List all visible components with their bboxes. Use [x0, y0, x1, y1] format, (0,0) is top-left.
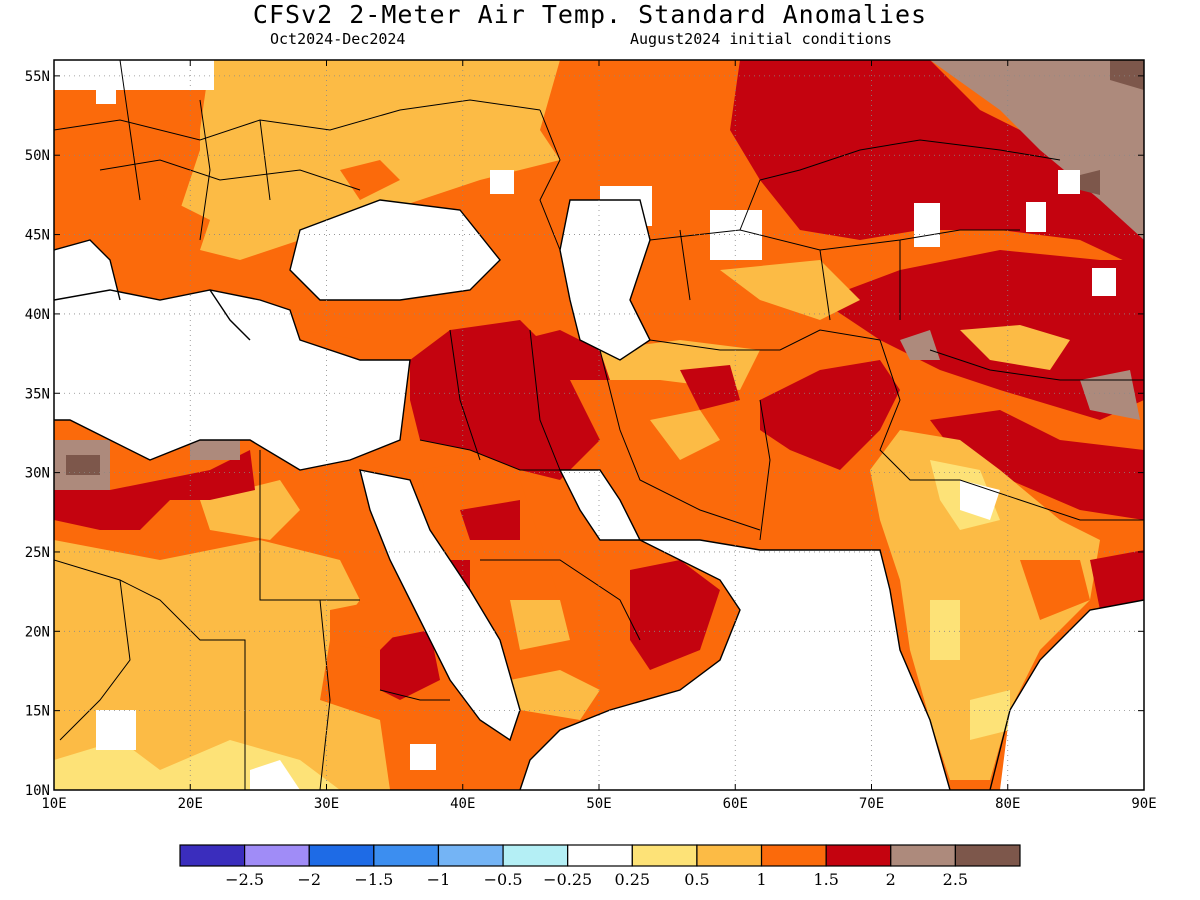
- lat-tick-label: 55N: [25, 69, 50, 85]
- colorbar-swatch: [179, 844, 246, 867]
- colorbar-label: 0.5: [684, 870, 709, 889]
- axis-ticks: 10E 20E 30E 40E 50E 60E 70E 80E 90E 10N 15N 20N 25N 3…: [25, 60, 1157, 812]
- colorbar-label: −1.5: [354, 870, 393, 889]
- lon-tick-label: 20E: [178, 796, 203, 812]
- chart-title: CFSv2 2-Meter Air Temp. Standard Anomali…: [252, 0, 928, 29]
- anomaly-fill: [54, 60, 1144, 790]
- lat-tick-label: 35N: [25, 386, 50, 402]
- lat-tick-label: 15N: [25, 704, 50, 720]
- lon-tick-label: 70E: [859, 796, 884, 812]
- colorbar-label: −0.25: [543, 870, 592, 889]
- colorbar-swatch: [308, 844, 375, 867]
- forecast-period: Oct2024-Dec2024: [270, 30, 406, 48]
- colorbar-swatch: [760, 844, 827, 867]
- colorbar: −2.5 −2 −1.5 −1 −0.5 −0.25 0.25 0.5 1 1.5 2 2.5: [179, 844, 1021, 889]
- lon-tick-label: 50E: [586, 796, 611, 812]
- lon-tick-label: 60E: [723, 796, 748, 812]
- lon-tick-label: 10E: [41, 796, 66, 812]
- country-borders: [54, 60, 1144, 790]
- colorbar-swatch: [825, 844, 892, 867]
- colorbar-label: −1: [427, 870, 451, 889]
- lat-tick-label: 40N: [25, 307, 50, 323]
- colorbar-label: 0.25: [614, 870, 650, 889]
- lon-tick-label: 40E: [450, 796, 475, 812]
- colorbar-label: −0.5: [484, 870, 523, 889]
- lat-tick-label: 50N: [25, 148, 50, 164]
- lat-tick-label: 25N: [25, 545, 50, 561]
- colorbar-swatch: [631, 844, 698, 867]
- colorbar-swatch: [890, 844, 956, 867]
- colorbar-label: 1: [756, 870, 766, 889]
- colorbar-swatch: [373, 844, 440, 867]
- colorbar-swatch: [696, 844, 763, 867]
- colorbar-label: 2: [886, 870, 896, 889]
- colorbar-swatch: [954, 844, 1021, 867]
- gridlines: [54, 60, 1144, 790]
- colorbar-swatch: [502, 844, 569, 867]
- initial-conditions: August2024 initial conditions: [630, 30, 892, 48]
- colorbar-swatch: [567, 844, 633, 867]
- lat-tick-label: 20N: [25, 624, 50, 640]
- colorbar-label: −2.5: [225, 870, 264, 889]
- colorbar-label: 1.5: [813, 870, 838, 889]
- colorbar-label: −2: [297, 870, 321, 889]
- colorbar-swatch: [437, 844, 504, 867]
- lat-tick-label: 10N: [25, 783, 50, 799]
- lon-tick-label: 80E: [995, 796, 1020, 812]
- colorbar-label: 2.5: [943, 870, 968, 889]
- colorbar-swatch: [244, 844, 310, 867]
- lat-tick-label: 30N: [25, 466, 50, 482]
- lon-tick-label: 90E: [1131, 796, 1156, 812]
- lat-tick-label: 45N: [25, 228, 50, 244]
- coastlines: [54, 199, 1144, 790]
- lon-tick-label: 30E: [314, 796, 339, 812]
